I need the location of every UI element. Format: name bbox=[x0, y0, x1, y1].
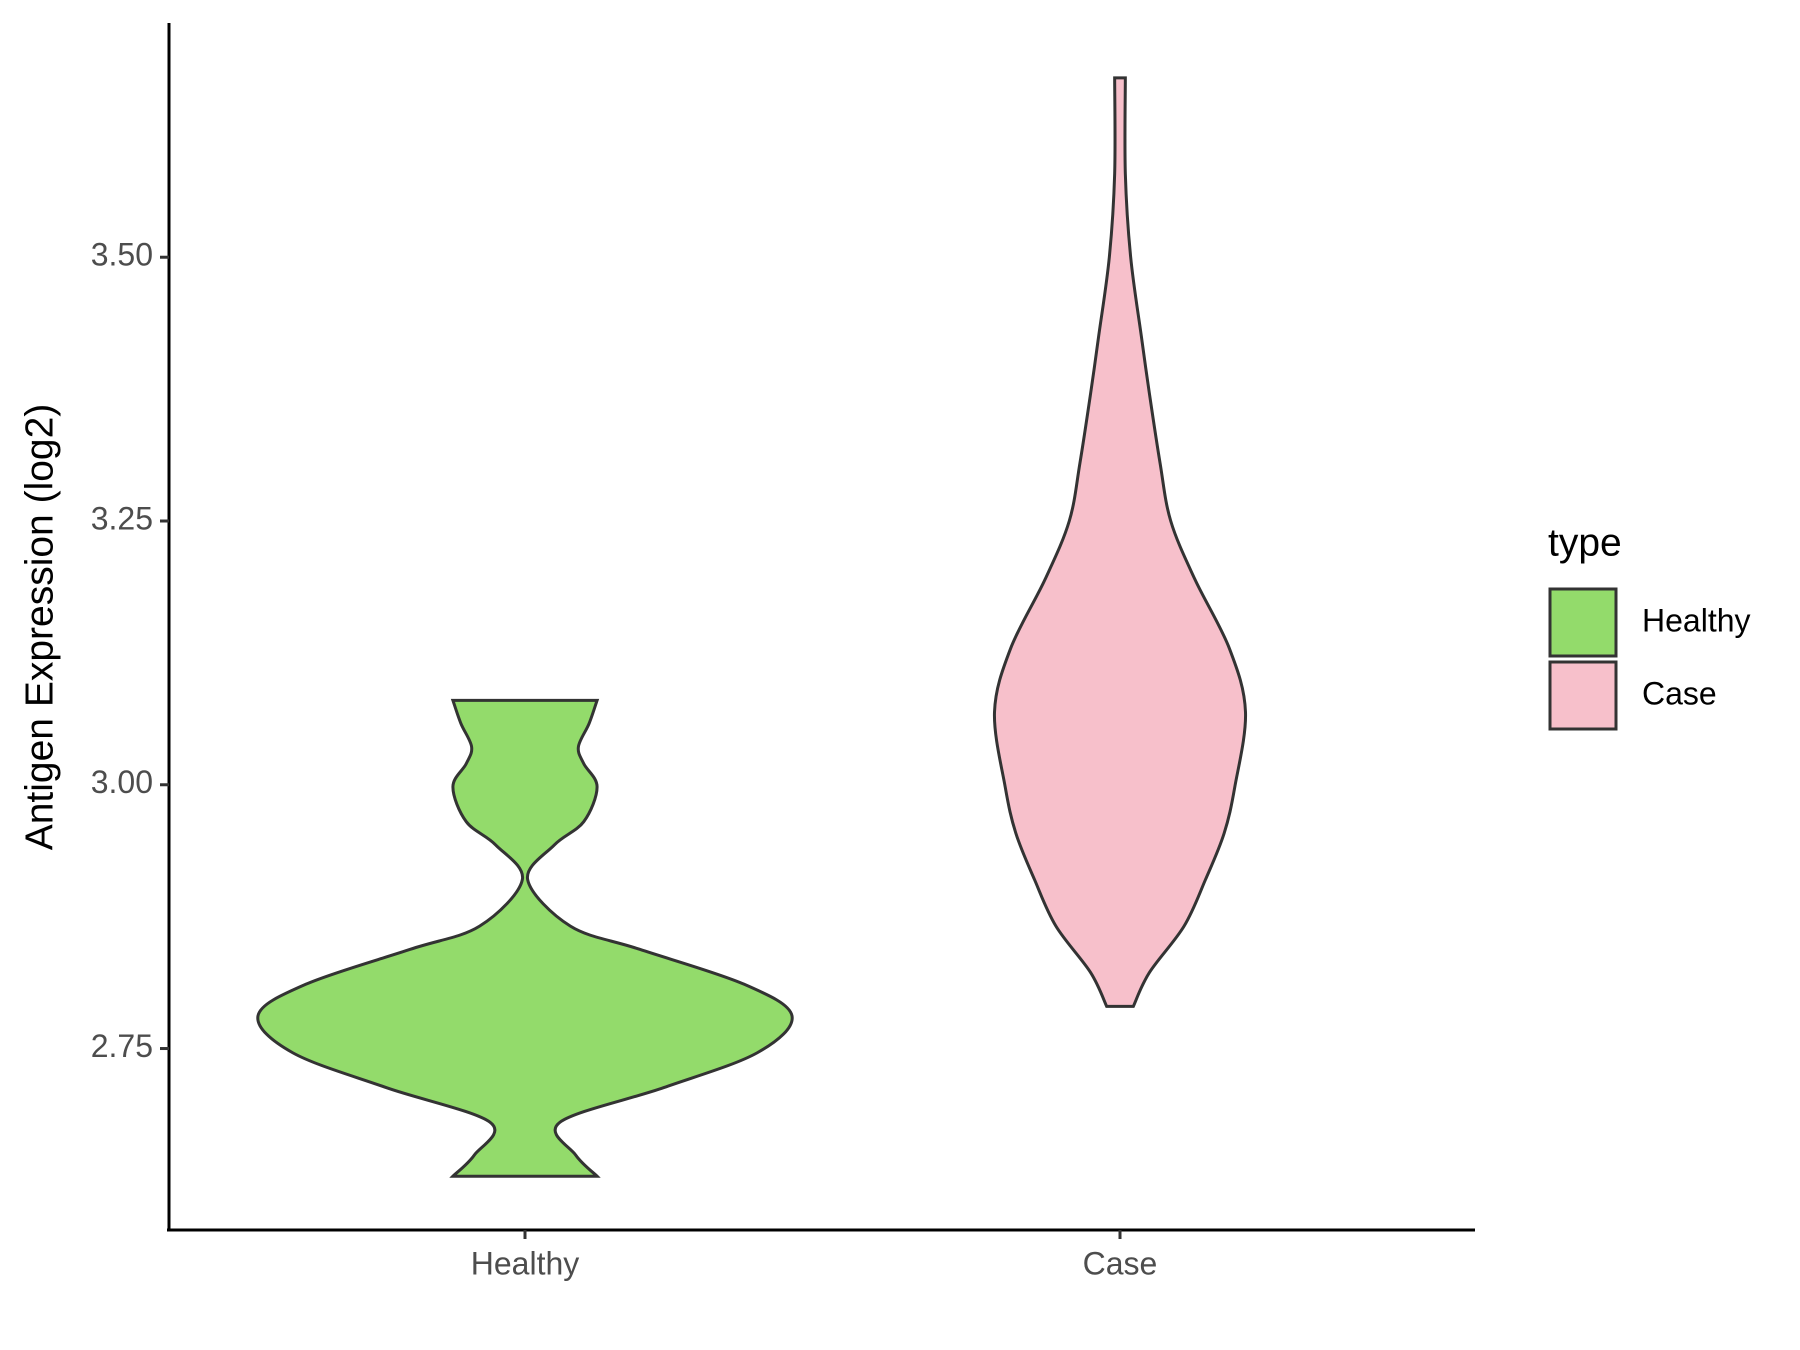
legend-label: Healthy bbox=[1642, 602, 1751, 638]
x-tick-label: Case bbox=[1083, 1245, 1158, 1281]
y-tick-label: 3.50 bbox=[91, 237, 153, 273]
x-tick-label: Healthy bbox=[471, 1245, 580, 1281]
violin bbox=[993, 76, 1247, 1008]
y-tick-label: 3.25 bbox=[91, 500, 153, 536]
legend-label: Case bbox=[1642, 675, 1717, 711]
legend-swatch bbox=[1548, 660, 1618, 731]
legend-swatch bbox=[1548, 587, 1618, 658]
legend-title: type bbox=[1548, 521, 1622, 564]
y-tick-label: 2.75 bbox=[91, 1028, 153, 1064]
y-axis-title: Antigen Expression (log2) bbox=[18, 404, 61, 851]
y-tick-label: 3.00 bbox=[91, 764, 153, 800]
violin bbox=[256, 698, 794, 1178]
